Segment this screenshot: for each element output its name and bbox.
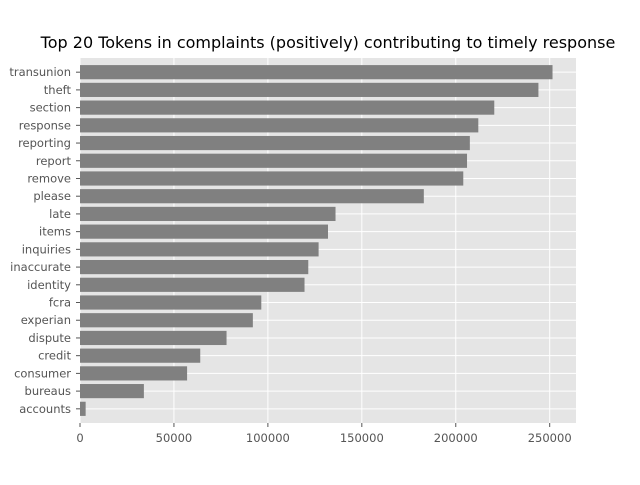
bar-consumer xyxy=(80,366,188,381)
bar-dispute xyxy=(80,330,227,346)
y-tick-label: reporting xyxy=(18,136,71,150)
x-tick-label: 200000 xyxy=(434,431,478,445)
bar-remove xyxy=(80,171,464,186)
x-tick-label: 0 xyxy=(76,431,83,445)
y-tick-label: bureaus xyxy=(25,384,71,398)
x-tick-label: 150000 xyxy=(340,431,384,445)
bar-transunion xyxy=(80,65,553,80)
bar-late xyxy=(80,206,336,222)
x-tick-label: 250000 xyxy=(528,431,572,445)
x-tick-label: 100000 xyxy=(246,431,290,445)
y-tick-label: inquiries xyxy=(22,242,71,256)
y-tick-label: please xyxy=(33,189,71,203)
bar-inaccurate xyxy=(80,259,309,275)
y-tick-label: transunion xyxy=(9,65,71,79)
bar-reporting xyxy=(80,135,470,151)
chart-title: Top 20 Tokens in complaints (positively)… xyxy=(40,33,616,52)
bar-credit xyxy=(80,348,201,363)
y-tick-label: fcra xyxy=(49,296,71,310)
y-tick-label: consumer xyxy=(14,366,71,380)
x-tick-label: 50000 xyxy=(156,431,193,445)
bar-theft xyxy=(80,82,539,97)
y-tick-label: section xyxy=(30,101,71,115)
bar-report xyxy=(80,153,468,168)
y-tick-label: experian xyxy=(21,313,71,327)
y-axis-ticks: accounts bureaus consumer credit dispute expe… xyxy=(9,65,80,416)
y-tick-label: report xyxy=(36,154,72,168)
y-tick-label: identity xyxy=(27,278,71,292)
y-tick-label: inaccurate xyxy=(10,260,71,274)
bar-section xyxy=(80,100,495,115)
bar-fcra xyxy=(80,295,262,310)
bar-response xyxy=(80,118,479,133)
bar-inquiries xyxy=(80,242,319,257)
y-tick-label: response xyxy=(19,118,71,132)
bar-please xyxy=(80,189,424,204)
bar-identity xyxy=(80,277,305,292)
bar-experian xyxy=(80,313,253,328)
bar-accounts xyxy=(80,401,86,416)
y-tick-label: late xyxy=(49,207,71,221)
y-tick-label: accounts xyxy=(19,402,71,416)
y-tick-label: items xyxy=(39,225,71,239)
bar-bureaus xyxy=(80,384,144,399)
bar-items xyxy=(80,224,328,239)
y-tick-label: theft xyxy=(44,83,72,97)
y-tick-label: remove xyxy=(27,171,71,185)
y-tick-label: credit xyxy=(38,349,71,363)
x-axis-ticks: 0 50000 100000 150000 200000 250000 xyxy=(76,423,572,445)
bars xyxy=(80,65,553,416)
y-tick-label: dispute xyxy=(28,331,71,345)
